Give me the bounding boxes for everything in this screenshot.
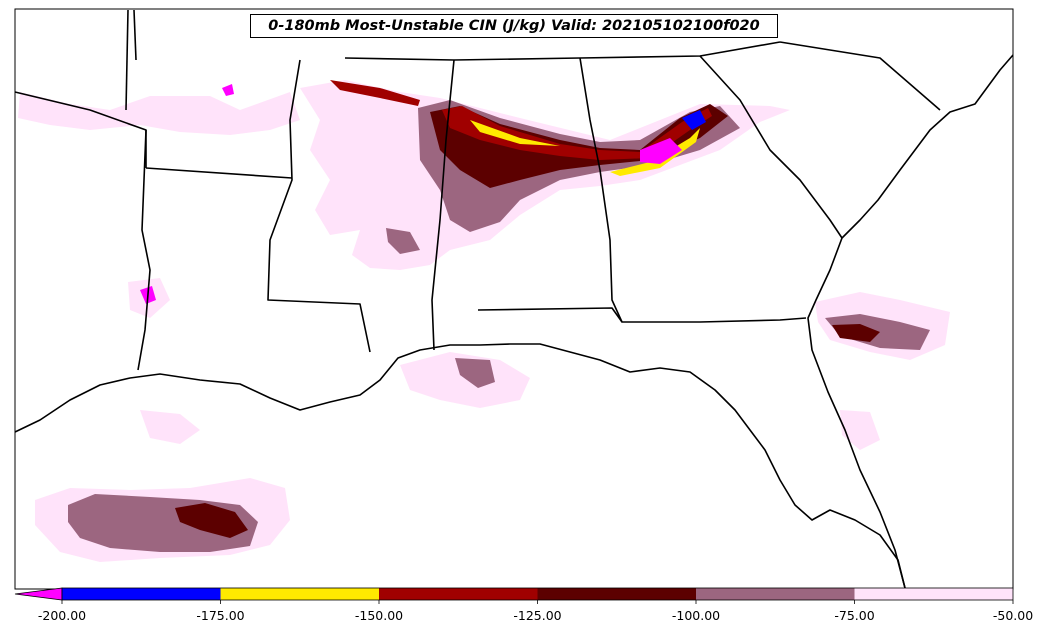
colorbar-tick-label: -150.00: [354, 608, 404, 623]
cin-region-light-north: [18, 92, 300, 135]
colorbar-tick-label: -200.00: [37, 608, 87, 623]
colorbar-tick-label: -50.00: [992, 608, 1034, 623]
map-title: 0-180mb Most-Unstable CIN (J/kg) Valid: …: [268, 18, 760, 34]
state-border-ar-mo: [133, 9, 137, 61]
state-border-nc-sc: [779, 41, 941, 111]
colorbar-tick-label: -125.00: [513, 608, 562, 623]
coastline-atlantic: [807, 54, 1014, 589]
coastline: [14, 343, 906, 589]
state-border-tx-east: [137, 129, 151, 371]
cin-region-mauve-coast: [455, 358, 495, 388]
cin-region-mauve-ms: [386, 228, 420, 254]
colorbar-tick-label: -100.00: [671, 608, 721, 623]
cin-shaded-field: [18, 80, 950, 562]
map-title-box: 0-180mb Most-Unstable CIN (J/kg) Valid: …: [250, 14, 778, 38]
colorbar-tick-label: -175.00: [196, 608, 245, 623]
cin-region-yellow-strip: [470, 120, 560, 146]
cin-region-light-gulf-coast: [400, 352, 530, 408]
state-border-ms-al: [431, 59, 455, 351]
state-border-tn-south: [344, 41, 781, 61]
colorbar-tick-label: -75.00: [834, 608, 875, 623]
map-boundaries: [14, 9, 1014, 589]
cin-region-light-florida: [840, 410, 880, 450]
cin-region-red-band: [442, 106, 712, 160]
cin-region-magenta-spot-east: [640, 138, 682, 164]
state-border-al-fl: [477, 307, 807, 323]
state-border-ar-la: [145, 167, 293, 179]
cin-region-magenta-spot-north: [222, 84, 234, 96]
state-border-tx-ok: [14, 91, 147, 168]
state-border-ms-la: [267, 59, 371, 353]
cin-region-yellow-strip-east: [610, 128, 700, 176]
cin-region-blue-spot: [682, 110, 706, 130]
cin-region-dark-main: [430, 104, 728, 188]
cin-region-dark-atlantic: [832, 324, 880, 342]
cin-region-red-north-edge: [330, 80, 420, 106]
state-border-ga-sc: [699, 55, 843, 239]
cin-region-dark-gulf-west: [175, 503, 248, 538]
state-border-ok-ar: [125, 9, 129, 111]
state-border-al-ga: [579, 57, 623, 323]
cin-region-light-gulf-mid: [140, 410, 200, 444]
